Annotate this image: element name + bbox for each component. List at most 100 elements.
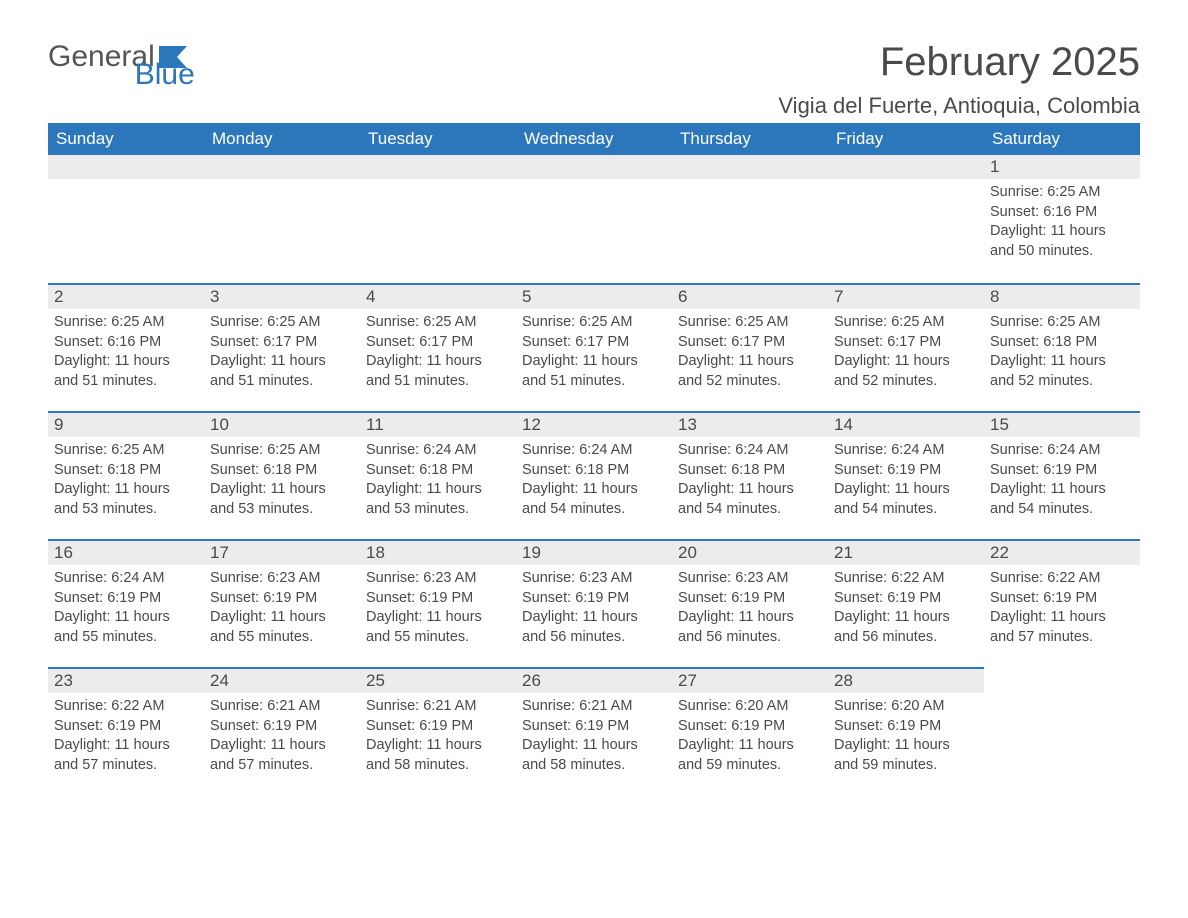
sunrise-text: Sunrise: 6:24 AM xyxy=(678,441,822,461)
sunset-text: Sunset: 6:19 PM xyxy=(990,461,1134,481)
day-content: Sunrise: 6:24 AMSunset: 6:18 PMDaylight:… xyxy=(672,437,828,523)
daylight2-text: and 52 minutes. xyxy=(834,372,978,392)
sunrise-text: Sunrise: 6:23 AM xyxy=(522,569,666,589)
day-content: Sunrise: 6:25 AMSunset: 6:18 PMDaylight:… xyxy=(984,309,1140,395)
day-number: 25 xyxy=(360,667,516,693)
day-number: 18 xyxy=(360,539,516,565)
sunset-text: Sunset: 6:17 PM xyxy=(678,333,822,353)
day-number: 4 xyxy=(360,283,516,309)
sunset-text: Sunset: 6:19 PM xyxy=(678,589,822,609)
sunset-text: Sunset: 6:17 PM xyxy=(210,333,354,353)
day-header: Sunday xyxy=(48,123,204,155)
calendar-cell: 13Sunrise: 6:24 AMSunset: 6:18 PMDayligh… xyxy=(672,411,828,539)
sunset-text: Sunset: 6:16 PM xyxy=(990,203,1134,223)
daylight1-text: Daylight: 11 hours xyxy=(834,608,978,628)
calendar-cell: 24Sunrise: 6:21 AMSunset: 6:19 PMDayligh… xyxy=(204,667,360,795)
sunset-text: Sunset: 6:19 PM xyxy=(522,717,666,737)
calendar-cell: 9Sunrise: 6:25 AMSunset: 6:18 PMDaylight… xyxy=(48,411,204,539)
daylight2-text: and 54 minutes. xyxy=(990,500,1134,520)
daylight1-text: Daylight: 11 hours xyxy=(366,608,510,628)
daylight1-text: Daylight: 11 hours xyxy=(366,480,510,500)
day-number: 12 xyxy=(516,411,672,437)
daylight1-text: Daylight: 11 hours xyxy=(834,352,978,372)
daylight2-text: and 57 minutes. xyxy=(990,628,1134,648)
calendar-cell xyxy=(204,155,360,283)
daylight1-text: Daylight: 11 hours xyxy=(210,736,354,756)
sunset-text: Sunset: 6:19 PM xyxy=(210,589,354,609)
day-number-row xyxy=(828,155,984,179)
daylight2-text: and 51 minutes. xyxy=(54,372,198,392)
day-content: Sunrise: 6:24 AMSunset: 6:18 PMDaylight:… xyxy=(360,437,516,523)
daylight1-text: Daylight: 11 hours xyxy=(522,352,666,372)
sunset-text: Sunset: 6:16 PM xyxy=(54,333,198,353)
sunset-text: Sunset: 6:19 PM xyxy=(678,717,822,737)
sunrise-text: Sunrise: 6:25 AM xyxy=(54,441,198,461)
calendar-cell: 20Sunrise: 6:23 AMSunset: 6:19 PMDayligh… xyxy=(672,539,828,667)
sunrise-text: Sunrise: 6:20 AM xyxy=(678,697,822,717)
day-content: Sunrise: 6:24 AMSunset: 6:18 PMDaylight:… xyxy=(516,437,672,523)
calendar-cell: 5Sunrise: 6:25 AMSunset: 6:17 PMDaylight… xyxy=(516,283,672,411)
calendar-cell: 18Sunrise: 6:23 AMSunset: 6:19 PMDayligh… xyxy=(360,539,516,667)
calendar-cell: 28Sunrise: 6:20 AMSunset: 6:19 PMDayligh… xyxy=(828,667,984,795)
sunset-text: Sunset: 6:18 PM xyxy=(210,461,354,481)
sunrise-text: Sunrise: 6:24 AM xyxy=(990,441,1134,461)
daylight2-text: and 58 minutes. xyxy=(522,756,666,776)
sunrise-text: Sunrise: 6:25 AM xyxy=(54,313,198,333)
daylight1-text: Daylight: 11 hours xyxy=(678,352,822,372)
day-number: 7 xyxy=(828,283,984,309)
sunset-text: Sunset: 6:19 PM xyxy=(834,589,978,609)
day-content: Sunrise: 6:25 AMSunset: 6:17 PMDaylight:… xyxy=(360,309,516,395)
month-title: February 2025 xyxy=(880,40,1140,85)
daylight1-text: Daylight: 11 hours xyxy=(990,222,1134,242)
day-content: Sunrise: 6:23 AMSunset: 6:19 PMDaylight:… xyxy=(204,565,360,651)
daylight1-text: Daylight: 11 hours xyxy=(54,736,198,756)
sunset-text: Sunset: 6:19 PM xyxy=(54,589,198,609)
sunrise-text: Sunrise: 6:23 AM xyxy=(366,569,510,589)
daylight1-text: Daylight: 11 hours xyxy=(366,352,510,372)
day-content: Sunrise: 6:25 AMSunset: 6:18 PMDaylight:… xyxy=(204,437,360,523)
day-content: Sunrise: 6:23 AMSunset: 6:19 PMDaylight:… xyxy=(516,565,672,651)
daylight2-text: and 54 minutes. xyxy=(678,500,822,520)
day-content: Sunrise: 6:22 AMSunset: 6:19 PMDaylight:… xyxy=(48,693,204,779)
sunrise-text: Sunrise: 6:22 AM xyxy=(834,569,978,589)
day-number: 14 xyxy=(828,411,984,437)
daylight1-text: Daylight: 11 hours xyxy=(210,480,354,500)
calendar-cell: 7Sunrise: 6:25 AMSunset: 6:17 PMDaylight… xyxy=(828,283,984,411)
calendar-cell: 14Sunrise: 6:24 AMSunset: 6:19 PMDayligh… xyxy=(828,411,984,539)
day-number: 20 xyxy=(672,539,828,565)
day-number: 6 xyxy=(672,283,828,309)
sunrise-text: Sunrise: 6:24 AM xyxy=(366,441,510,461)
calendar-cell: 2 Sunrise: 6:25 AMSunset: 6:16 PMDaylight… xyxy=(48,283,204,411)
daylight2-text: and 55 minutes. xyxy=(54,628,198,648)
day-number-row xyxy=(48,155,204,179)
day-number: 22 xyxy=(984,539,1140,565)
sunset-text: Sunset: 6:19 PM xyxy=(990,589,1134,609)
day-content: Sunrise: 6:24 AMSunset: 6:19 PMDaylight:… xyxy=(48,565,204,651)
sunrise-text: Sunrise: 6:24 AM xyxy=(54,569,198,589)
calendar-cell: 4Sunrise: 6:25 AMSunset: 6:17 PMDaylight… xyxy=(360,283,516,411)
calendar-cell: 27Sunrise: 6:20 AMSunset: 6:19 PMDayligh… xyxy=(672,667,828,795)
logo: General Blue xyxy=(48,40,253,74)
calendar-cell xyxy=(360,155,516,283)
calendar-cell: 19Sunrise: 6:23 AMSunset: 6:19 PMDayligh… xyxy=(516,539,672,667)
daylight1-text: Daylight: 11 hours xyxy=(54,352,198,372)
day-number: 26 xyxy=(516,667,672,693)
day-content: Sunrise: 6:21 AMSunset: 6:19 PMDaylight:… xyxy=(516,693,672,779)
day-header: Thursday xyxy=(672,123,828,155)
day-header: Wednesday xyxy=(516,123,672,155)
daylight2-text: and 57 minutes. xyxy=(210,756,354,776)
calendar-cell: 17Sunrise: 6:23 AMSunset: 6:19 PMDayligh… xyxy=(204,539,360,667)
daylight1-text: Daylight: 11 hours xyxy=(834,480,978,500)
day-number: 2 xyxy=(48,283,204,309)
sunrise-text: Sunrise: 6:25 AM xyxy=(210,313,354,333)
daylight1-text: Daylight: 11 hours xyxy=(210,352,354,372)
day-number: 9 xyxy=(48,411,204,437)
calendar-body: 1Sunrise: 6:25 AMSunset: 6:16 PMDaylight… xyxy=(48,155,1140,795)
sunset-text: Sunset: 6:17 PM xyxy=(366,333,510,353)
sunrise-text: Sunrise: 6:23 AM xyxy=(678,569,822,589)
calendar-cell: 16Sunrise: 6:24 AMSunset: 6:19 PMDayligh… xyxy=(48,539,204,667)
calendar-cell xyxy=(516,155,672,283)
sunrise-text: Sunrise: 6:24 AM xyxy=(834,441,978,461)
calendar-cell xyxy=(48,155,204,283)
calendar-week: 1Sunrise: 6:25 AMSunset: 6:16 PMDaylight… xyxy=(48,155,1140,283)
